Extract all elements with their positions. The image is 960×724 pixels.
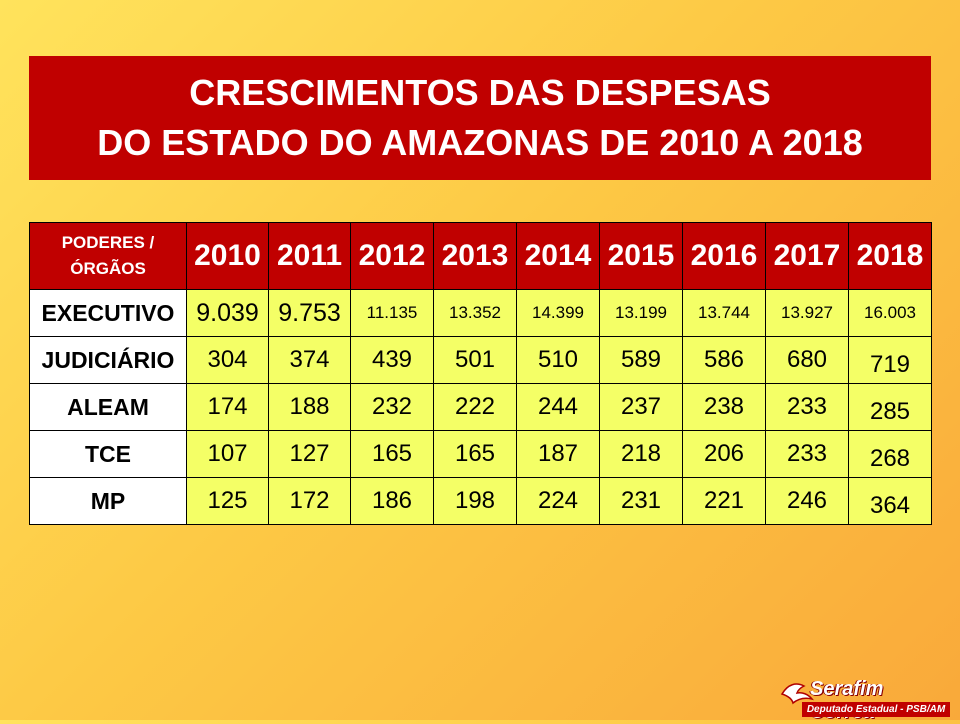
organ-label: ALEAM	[29, 383, 187, 431]
value-cell: 13.927	[765, 289, 849, 337]
value-cell: 16.003	[848, 289, 932, 337]
value-cell: 221	[682, 477, 766, 525]
value-cell: 237	[599, 383, 683, 431]
value-cell: 9.753	[268, 289, 351, 337]
value-cell: 14.399	[516, 289, 600, 337]
expenses-table: PODERES / ÓRGÃOS 2010 2011 2012 2013 201…	[29, 222, 932, 525]
header-organ: PODERES / ÓRGÃOS	[29, 222, 187, 290]
header-year: 2014	[516, 222, 600, 290]
value-cell: 127	[268, 430, 351, 478]
value-cell: 238	[682, 383, 766, 431]
organ-label: EXECUTIVO	[29, 289, 187, 337]
table-row: EXECUTIVO 9.039 9.753 11.135 13.352 14.3…	[29, 289, 932, 337]
value-cell: 13.744	[682, 289, 766, 337]
table-row: ALEAM 174 188 232 222 244 237 238 233 28…	[29, 383, 932, 431]
value-cell: 374	[268, 336, 351, 384]
slide-title: CRESCIMENTOS DAS DESPESAS DO ESTADO DO A…	[29, 56, 931, 180]
header-year: 2012	[350, 222, 434, 290]
value-cell: 719	[848, 336, 932, 384]
value-cell: 589	[599, 336, 683, 384]
header-year: 2015	[599, 222, 683, 290]
value-cell: 232	[350, 383, 434, 431]
value-cell: 680	[765, 336, 849, 384]
value-cell: 510	[516, 336, 600, 384]
value-cell: 501	[433, 336, 517, 384]
organ-label: MP	[29, 477, 187, 525]
header-year: 2013	[433, 222, 517, 290]
value-cell: 13.199	[599, 289, 683, 337]
value-cell: 206	[682, 430, 766, 478]
header-organ-line1: PODERES /	[61, 233, 155, 252]
value-cell: 233	[765, 383, 849, 431]
title-line-1: CRESCIMENTOS DAS DESPESAS	[189, 72, 771, 113]
dove-icon	[780, 683, 814, 705]
organ-label: JUDICIÁRIO	[29, 336, 187, 384]
value-cell: 439	[350, 336, 434, 384]
value-cell: 188	[268, 383, 351, 431]
value-cell: 107	[186, 430, 269, 478]
value-cell: 246	[765, 477, 849, 525]
value-cell: 364	[848, 477, 932, 525]
header-organ-line2: ÓRGÃOS	[70, 259, 146, 278]
value-cell: 285	[848, 383, 932, 431]
organ-label: TCE	[29, 430, 187, 478]
table-row: TCE 107 127 165 165 187 218 206 233 268	[29, 430, 932, 478]
value-cell: 174	[186, 383, 269, 431]
header-year: 2011	[268, 222, 351, 290]
value-cell: 172	[268, 477, 351, 525]
value-cell: 586	[682, 336, 766, 384]
header-year: 2018	[848, 222, 932, 290]
header-year: 2016	[682, 222, 766, 290]
value-cell: 198	[433, 477, 517, 525]
header-year: 2010	[186, 222, 269, 290]
value-cell: 231	[599, 477, 683, 525]
value-cell: 125	[186, 477, 269, 525]
value-cell: 222	[433, 383, 517, 431]
value-cell: 9.039	[186, 289, 269, 337]
value-cell: 11.135	[350, 289, 434, 337]
table-row: MP 125 172 186 198 224 231 221 246 364	[29, 477, 932, 525]
value-cell: 218	[599, 430, 683, 478]
value-cell: 186	[350, 477, 434, 525]
value-cell: 304	[186, 336, 269, 384]
header-year: 2017	[765, 222, 849, 290]
value-cell: 268	[848, 430, 932, 478]
table-header-row: PODERES / ÓRGÃOS 2010 2011 2012 2013 201…	[29, 222, 932, 290]
value-cell: 165	[350, 430, 434, 478]
value-cell: 224	[516, 477, 600, 525]
table-row: JUDICIÁRIO 304 374 439 501 510 589 586 6…	[29, 336, 932, 384]
value-cell: 187	[516, 430, 600, 478]
value-cell: 13.352	[433, 289, 517, 337]
title-line-2: DO ESTADO DO AMAZONAS DE 2010 A 2018	[97, 122, 863, 163]
logo-name: Serafim Corrêa	[810, 678, 884, 723]
value-cell: 244	[516, 383, 600, 431]
value-cell: 233	[765, 430, 849, 478]
logo-subtitle: Deputado Estadual - PSB/AM	[802, 702, 950, 717]
politician-logo: Serafim Corrêa Deputado Estadual - PSB/A…	[780, 678, 952, 723]
value-cell: 165	[433, 430, 517, 478]
